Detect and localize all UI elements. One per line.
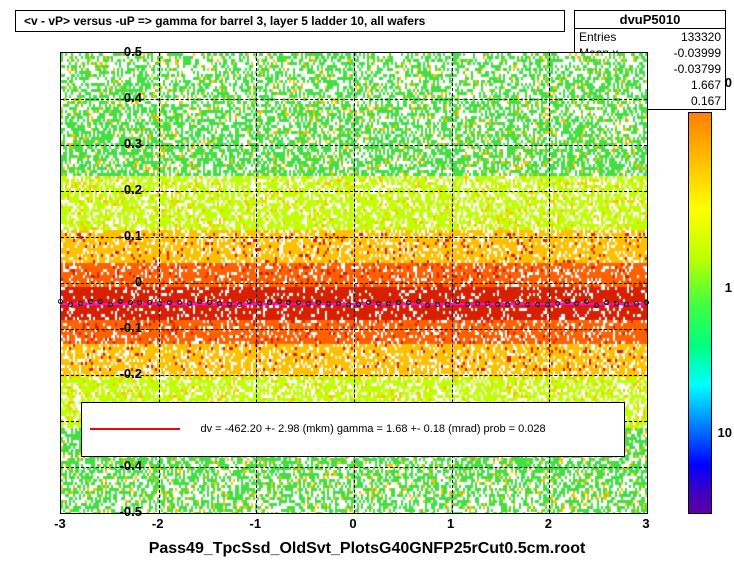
- y-tick-label: 0: [102, 274, 142, 289]
- y-tick-label: -0.2: [102, 366, 142, 381]
- y-tick-label: 0.3: [102, 136, 142, 151]
- fit-marker: [257, 301, 262, 306]
- fit-marker: [207, 300, 212, 305]
- fit-marker: [108, 302, 113, 307]
- fit-marker: [98, 299, 103, 304]
- fit-marker: [555, 301, 560, 306]
- fit-marker: [58, 299, 63, 304]
- y-tick-label: 0.2: [102, 182, 142, 197]
- x-tick-label: -1: [240, 516, 270, 531]
- fit-marker: [565, 299, 570, 304]
- fit-marker: [535, 302, 540, 307]
- fit-marker: [594, 303, 599, 308]
- colorbar-label: 0: [725, 75, 732, 90]
- fit-marker: [416, 299, 421, 304]
- fit-marker: [336, 301, 341, 306]
- fit-text: dv = -462.20 +- 2.98 (mkm) gamma = 1.68 …: [200, 423, 545, 435]
- y-tick-label: -0.5: [102, 504, 142, 519]
- fit-marker: [128, 300, 133, 305]
- fit-marker: [525, 302, 530, 307]
- chart-title: <v - vP> versus -uP => gamma for barrel …: [15, 10, 565, 32]
- x-tick-label: -3: [45, 516, 75, 531]
- fit-line-sample: [90, 428, 180, 430]
- x-tick-label: 1: [436, 516, 466, 531]
- fit-marker: [237, 302, 242, 307]
- fit-marker: [277, 299, 282, 304]
- fit-marker: [366, 300, 371, 305]
- colorbar: [688, 112, 712, 514]
- fit-marker: [406, 300, 411, 305]
- x-tick-label: 3: [631, 516, 661, 531]
- fit-marker: [177, 300, 182, 305]
- colorbar-label: 1: [725, 280, 732, 295]
- stats-name: dvuP5010: [575, 11, 725, 29]
- fit-marker: [267, 300, 272, 305]
- fit-marker: [545, 302, 550, 307]
- fit-marker: [376, 301, 381, 306]
- stats-entries: Entries 133320: [575, 29, 725, 45]
- x-tick-label: 0: [338, 516, 368, 531]
- fit-marker: [475, 301, 480, 306]
- fit-marker: [118, 299, 123, 304]
- x-tick-label: 2: [533, 516, 563, 531]
- x-axis-title: Pass49_TpcSsd_OldSvt_PlotsG40GNFP25rCut0…: [0, 540, 734, 558]
- y-tick-label: 0.1: [102, 228, 142, 243]
- fit-marker: [465, 302, 470, 307]
- fit-marker: [505, 302, 510, 307]
- y-tick-label: 0.4: [102, 90, 142, 105]
- y-tick-label: -0.1: [102, 320, 142, 335]
- fit-marker: [644, 300, 649, 305]
- fit-marker: [386, 301, 391, 306]
- x-tick-label: -2: [143, 516, 173, 531]
- fit-marker: [227, 302, 232, 307]
- colorbar-label: 10: [718, 425, 732, 440]
- y-tick-label: -0.4: [102, 458, 142, 473]
- y-tick-label: 0.5: [102, 44, 142, 59]
- fit-marker: [396, 300, 401, 305]
- fit-marker: [634, 301, 639, 306]
- fit-marker: [515, 300, 520, 305]
- fit-legend: dv = -462.20 +- 2.98 (mkm) gamma = 1.68 …: [81, 402, 624, 457]
